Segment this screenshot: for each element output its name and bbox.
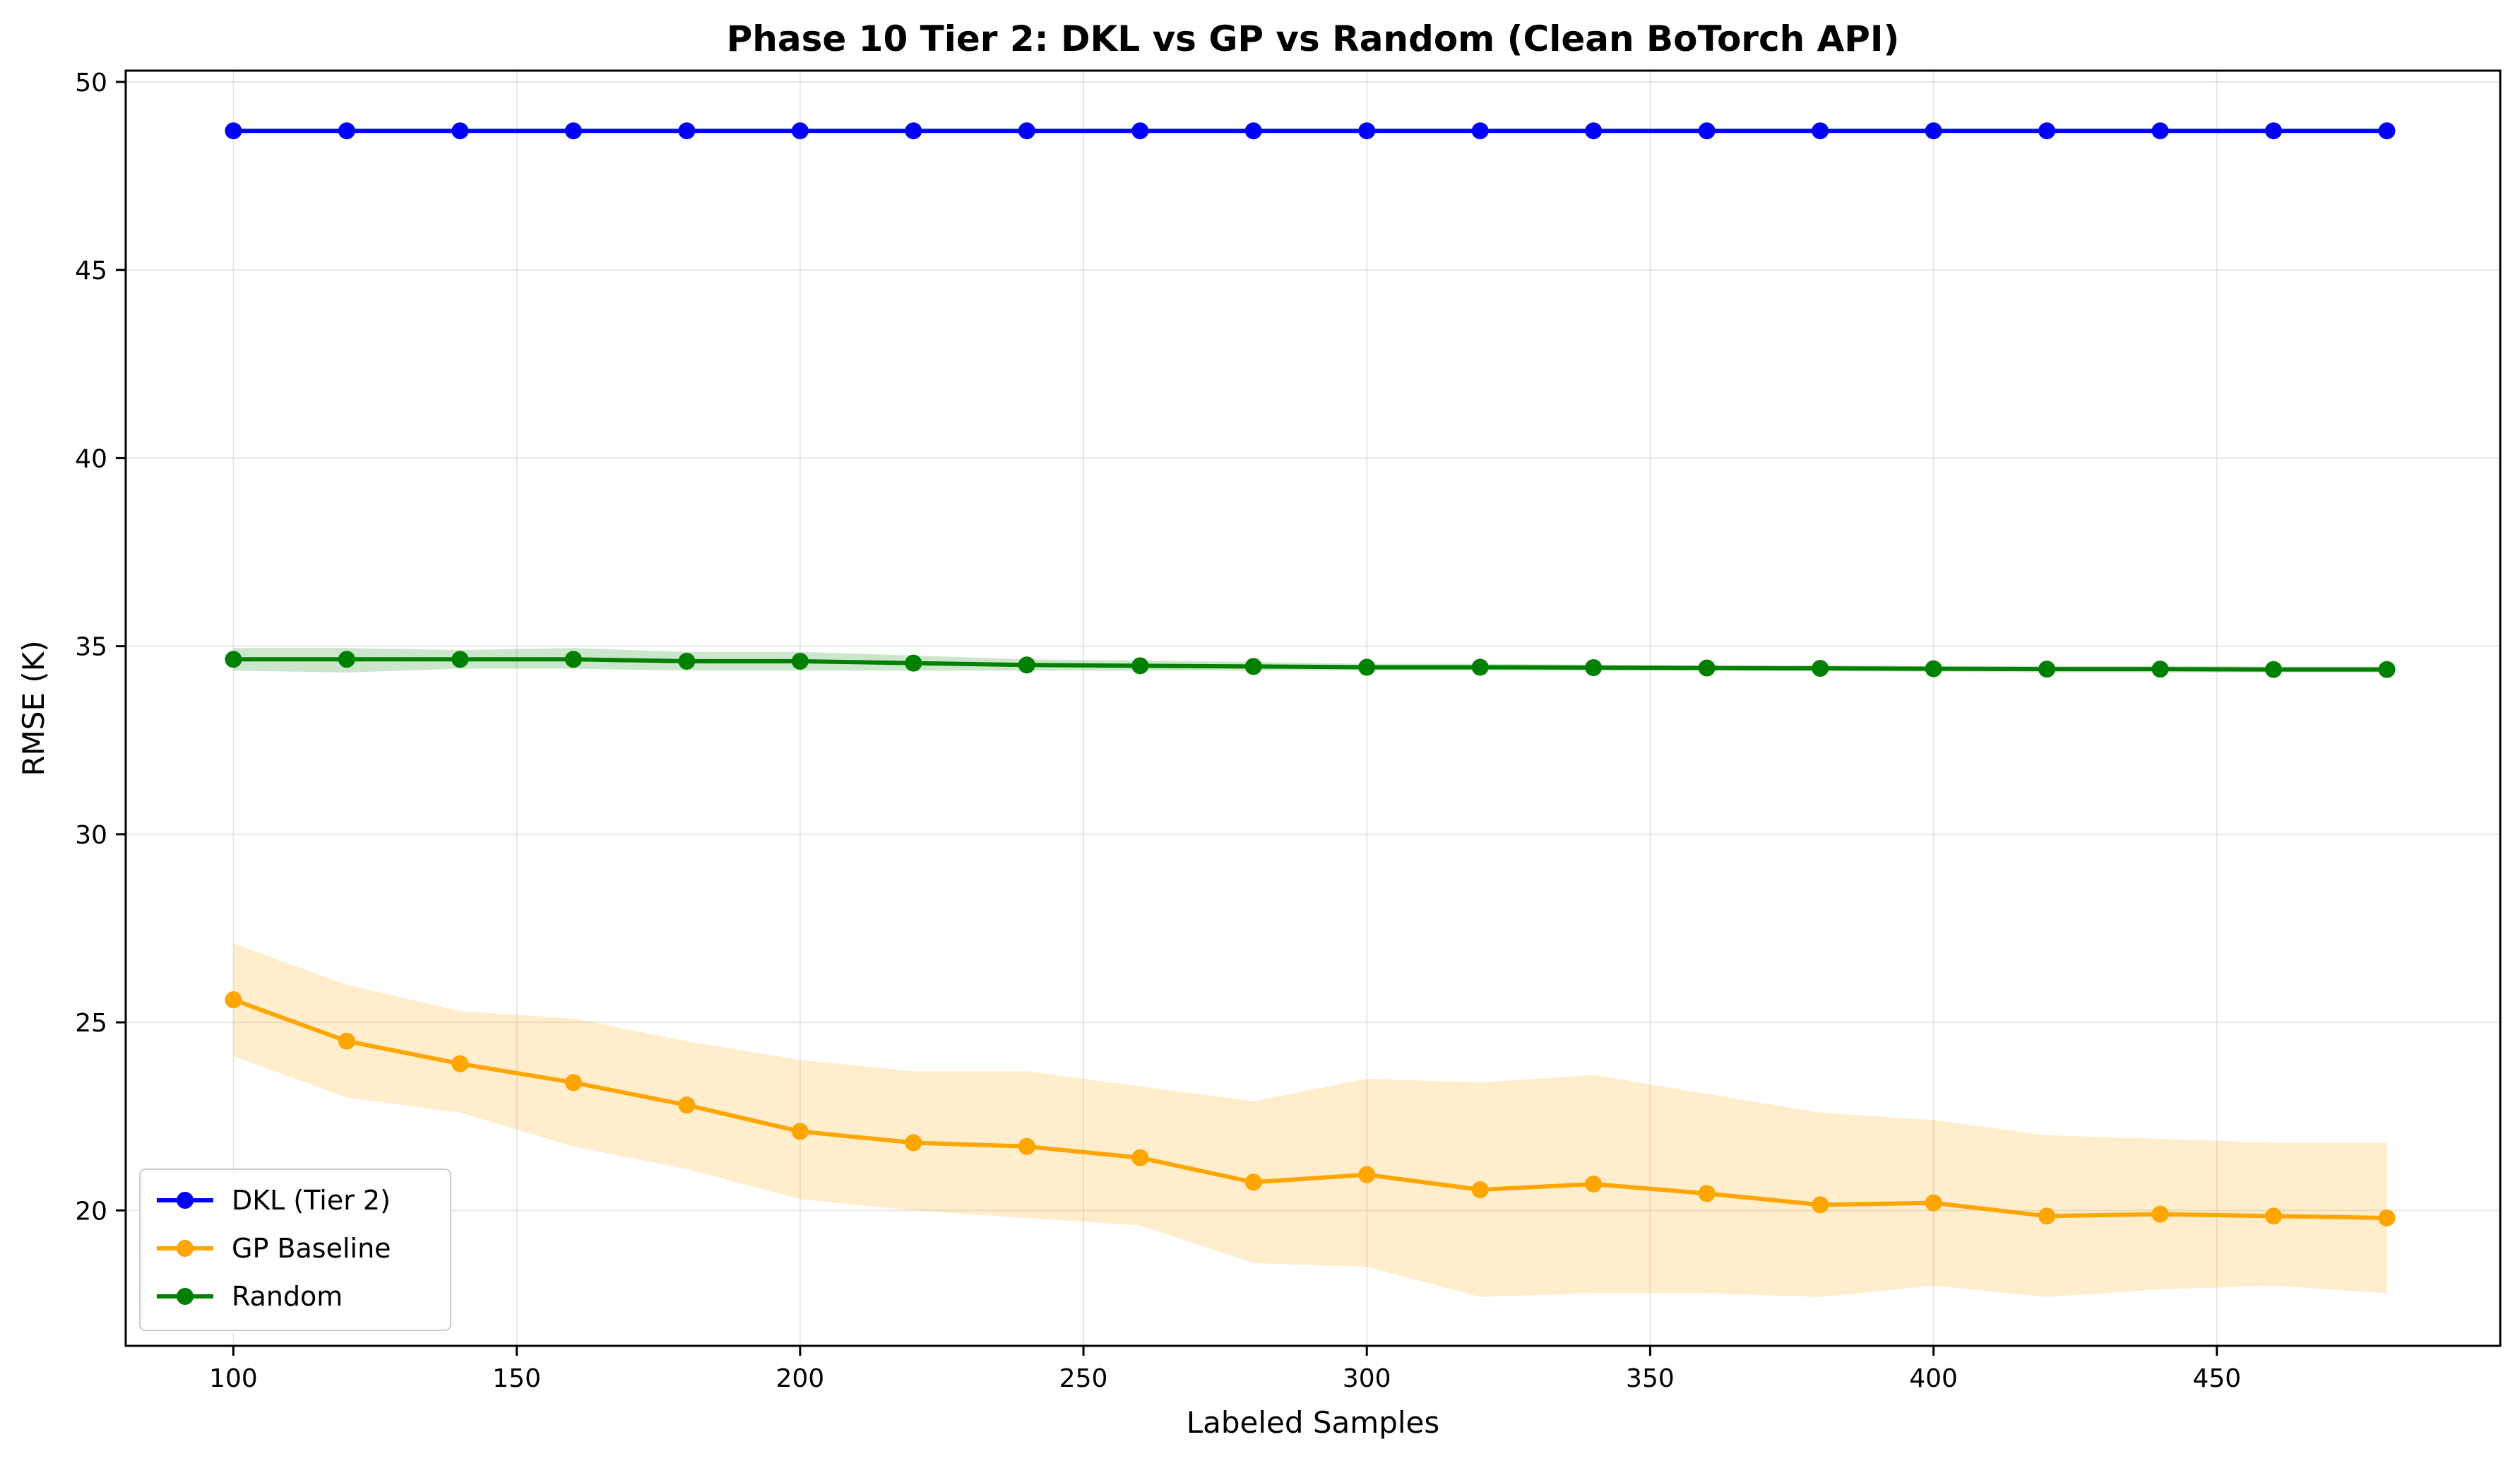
y-tick-label: 50 bbox=[75, 69, 107, 97]
random-point bbox=[1131, 657, 1149, 675]
random-point bbox=[2265, 661, 2283, 678]
gp-baseline-point bbox=[1698, 1185, 1716, 1202]
random-point bbox=[2378, 661, 2396, 678]
x-tick-label: 150 bbox=[492, 1364, 541, 1393]
gp-baseline-point bbox=[791, 1123, 809, 1140]
dkl-tier-2-point bbox=[2151, 122, 2169, 140]
dkl-tier-2-point bbox=[338, 122, 355, 140]
plot-frame bbox=[124, 69, 2502, 1347]
random-point bbox=[678, 652, 696, 670]
dkl-tier-2-point bbox=[1812, 122, 1829, 140]
dkl-tier-2-point bbox=[905, 122, 922, 140]
legend: DKL (Tier 2) GP Baseline Random bbox=[139, 1169, 451, 1331]
dkl-tier-2-point bbox=[1925, 122, 1942, 140]
gp-baseline-point bbox=[905, 1134, 922, 1152]
gp-baseline-point bbox=[564, 1074, 582, 1092]
x-tick-label: 100 bbox=[209, 1364, 258, 1393]
gp-baseline-line bbox=[232, 998, 2387, 1220]
legend-random-marker bbox=[177, 1288, 194, 1305]
gp-baseline-point bbox=[225, 991, 242, 1009]
dkl-tier-2-point bbox=[791, 122, 809, 140]
x-tick-label: 250 bbox=[1059, 1364, 1108, 1393]
random-point bbox=[225, 651, 242, 668]
axis-ticks: 100 150 200 250 300 350 400 450 20 25 30 35 40 45 50 bbox=[75, 69, 2241, 1393]
x-axis-label: Labeled Samples bbox=[1187, 1405, 1440, 1440]
random-point bbox=[905, 654, 922, 672]
series-lines bbox=[232, 129, 2387, 1220]
dkl-tier-2-point bbox=[451, 122, 469, 140]
random-point bbox=[1698, 659, 1716, 677]
dkl-tier-2-point bbox=[2378, 122, 2396, 140]
random-point bbox=[791, 652, 809, 670]
x-tick-label: 300 bbox=[1343, 1364, 1391, 1393]
y-tick-label: 30 bbox=[75, 821, 107, 850]
random-point bbox=[564, 651, 582, 668]
dkl-tier-2-point bbox=[1471, 122, 1489, 140]
dkl-tier-2-point bbox=[564, 122, 582, 140]
legend-gp-baseline-label: GP Baseline bbox=[232, 1233, 391, 1264]
gp-baseline-point bbox=[2378, 1209, 2396, 1226]
random-point bbox=[1585, 658, 1603, 676]
dkl-tier-2-point bbox=[1018, 122, 1035, 140]
random-point bbox=[1244, 658, 1262, 675]
random-line bbox=[233, 657, 2387, 672]
dkl-tier-2-point bbox=[1358, 122, 1376, 140]
gp-baseline-point bbox=[1018, 1137, 1035, 1155]
legend-dkl-tier-2-marker bbox=[177, 1192, 194, 1209]
gp-baseline-point bbox=[1244, 1173, 1262, 1191]
y-tick-label: 25 bbox=[75, 1009, 107, 1038]
random-point bbox=[2038, 661, 2056, 678]
y-tick-label: 20 bbox=[75, 1197, 107, 1226]
random-point bbox=[1812, 660, 1829, 678]
gp-baseline-point bbox=[1585, 1176, 1603, 1193]
gp-baseline-point bbox=[2265, 1207, 2283, 1225]
random-point bbox=[451, 651, 469, 668]
gp-baseline-band bbox=[233, 943, 2387, 1297]
gp-baseline-point bbox=[451, 1055, 469, 1072]
random-point bbox=[338, 651, 355, 668]
legend-gp-baseline-marker bbox=[177, 1240, 194, 1257]
gp-baseline-point bbox=[1812, 1196, 1829, 1214]
legend-random-label: Random bbox=[232, 1281, 343, 1312]
x-tick-label: 450 bbox=[2192, 1364, 2241, 1393]
gp-baseline-point bbox=[2038, 1207, 2056, 1225]
gp-baseline-point bbox=[1925, 1194, 1942, 1212]
dkl-tier-2-point bbox=[225, 122, 242, 140]
x-tick-label: 200 bbox=[775, 1364, 824, 1393]
random-point bbox=[1471, 658, 1489, 676]
dkl-tier-2-point bbox=[678, 122, 696, 140]
x-tick-label: 400 bbox=[1909, 1364, 1958, 1393]
dkl-tier-2-point bbox=[1244, 122, 1262, 140]
gp-baseline-point bbox=[338, 1032, 355, 1050]
gp-baseline-point bbox=[678, 1096, 696, 1114]
y-tick-label: 40 bbox=[75, 444, 107, 473]
dkl-tier-2-point bbox=[1698, 122, 1716, 140]
series-markers bbox=[225, 122, 2396, 1226]
random-point bbox=[1925, 660, 1942, 678]
gp-baseline-point bbox=[1358, 1166, 1376, 1183]
grid-lines bbox=[126, 71, 2500, 1346]
dkl-tier-2-point bbox=[1131, 122, 1149, 140]
legend-box bbox=[139, 1169, 451, 1331]
random-point bbox=[1358, 658, 1376, 676]
x-tick-label: 350 bbox=[1626, 1364, 1675, 1393]
chart-title: Phase 10 Tier 2: DKL vs GP vs Random (Cl… bbox=[727, 18, 1900, 59]
y-tick-label: 35 bbox=[75, 633, 107, 662]
random-point bbox=[1018, 656, 1035, 674]
dkl-tier-2-point bbox=[2038, 122, 2056, 140]
gp-baseline-point bbox=[1131, 1149, 1149, 1166]
random-point bbox=[2151, 661, 2169, 678]
dkl-tier-2-point bbox=[1585, 122, 1603, 140]
gp-baseline-point bbox=[2151, 1205, 2169, 1223]
legend-dkl-tier-2-label: DKL (Tier 2) bbox=[232, 1185, 391, 1216]
y-axis-label: RMSE (K) bbox=[16, 640, 51, 776]
y-tick-label: 45 bbox=[75, 256, 107, 285]
gp-baseline-point bbox=[1471, 1181, 1489, 1199]
dkl-tier-2-point bbox=[2265, 122, 2283, 140]
